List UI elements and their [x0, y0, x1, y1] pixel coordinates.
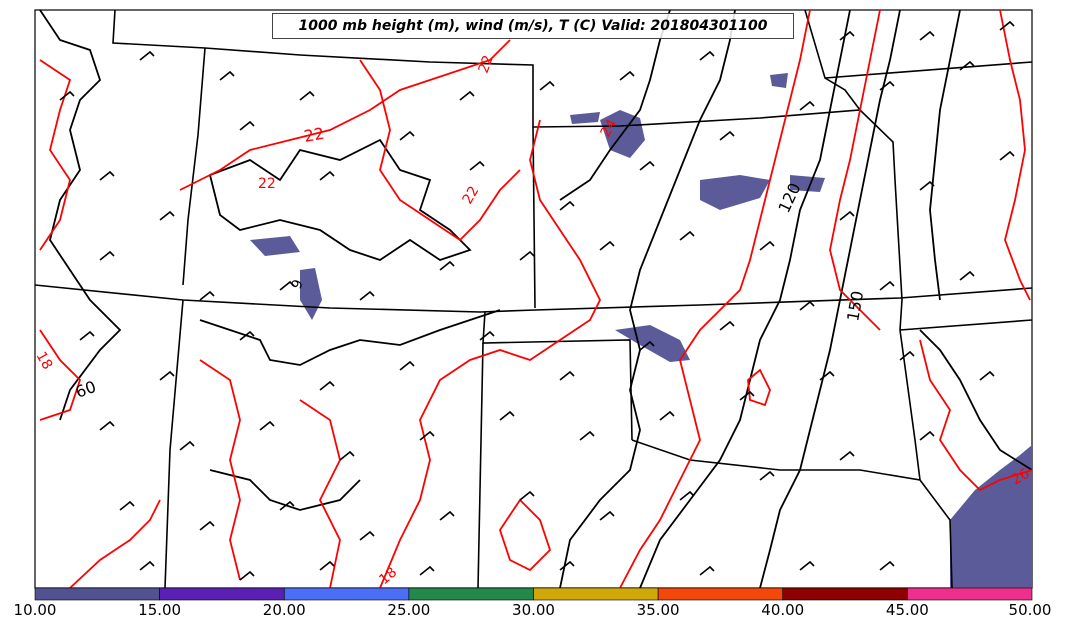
shade-se [950, 445, 1032, 588]
colorbar-segment [408, 587, 534, 601]
shade-ks3 [790, 175, 825, 192]
temp-label-24: 24 [598, 116, 621, 140]
shade-ks4 [570, 112, 600, 124]
colorbar [34, 587, 1033, 601]
wind-barbs [59, 20, 1015, 581]
colorbar-tick-label: 45.00 [885, 601, 929, 619]
temp-label-26: 26 [1009, 466, 1033, 489]
colorbar-segment [782, 587, 908, 601]
colorbar-tick-label: 50.00 [1008, 601, 1052, 619]
colorbar-segment [533, 587, 659, 601]
colorbar-segment [159, 587, 285, 601]
temp-label-22d: 22 [476, 53, 497, 75]
state-borders [34, 9, 1033, 589]
colorbar-tick-label: 10.00 [13, 601, 57, 619]
temp-label-18a: 18 [33, 349, 56, 372]
colorbar-segment [34, 587, 160, 601]
temperature-contours [39, 9, 1033, 589]
colorbar-segment [907, 587, 1033, 601]
colorbar-tick-label: 40.00 [761, 601, 805, 619]
colorbar-segment [657, 587, 784, 601]
shade-nm2 [250, 236, 300, 256]
shade-ks2 [700, 175, 770, 210]
map-title: 1000 mb height (m), wind (m/s), T (C) Va… [272, 13, 794, 39]
colorbar-tick-label: 20.00 [262, 601, 306, 619]
temp-label-22a: 22 [302, 124, 325, 146]
colorbar-tick-label: 15.00 [138, 601, 182, 619]
colorbar-segment [283, 587, 410, 601]
colorbar-tick-label: 30.00 [512, 601, 555, 619]
colorbar-tick-label: 35.00 [636, 601, 680, 619]
temp-label-22c: 22 [460, 184, 483, 207]
shade-ks5 [770, 73, 788, 88]
temp-label-22b: 22 [258, 176, 276, 192]
colorbar-tick-label: 25.00 [387, 601, 431, 619]
